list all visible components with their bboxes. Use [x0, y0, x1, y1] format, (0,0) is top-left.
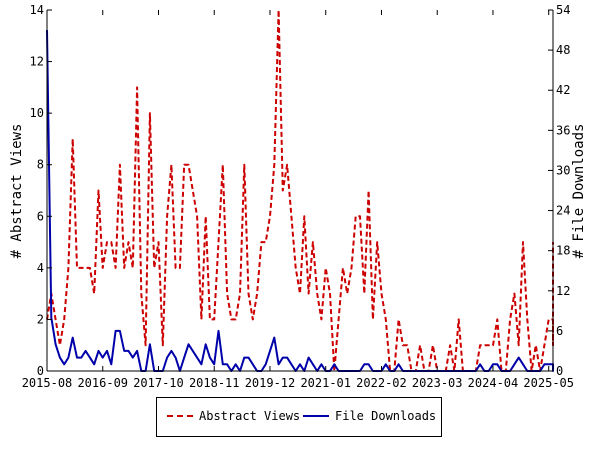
- x-tick-label: 2019-12: [245, 376, 296, 390]
- left-tick-label: 6: [37, 209, 44, 223]
- x-tick-label: 2022-02: [356, 376, 407, 390]
- y-axis-title-right: # File Downloads: [571, 124, 587, 259]
- left-tick-label: 12: [30, 55, 44, 69]
- x-tick-label: 2024-04: [468, 376, 519, 390]
- right-tick-label: 12: [556, 284, 570, 298]
- x-tick-label: 2017-10: [133, 376, 184, 390]
- right-tick-label: 36: [556, 123, 570, 137]
- legend-item-file-downloads: File Downloads: [303, 409, 436, 423]
- right-tick-label: 54: [556, 3, 570, 17]
- right-tick-label: 30: [556, 163, 570, 177]
- x-tick-label: 2023-03: [412, 376, 463, 390]
- left-tick-label: 14: [30, 3, 44, 17]
- left-tick-label: 8: [37, 158, 44, 172]
- x-tick-label: 2025-05: [523, 376, 574, 390]
- y-axis-title-left: # Abstract Views: [9, 124, 25, 259]
- chart-axes: [46, 10, 554, 372]
- legend-swatch-dashed-red: [167, 415, 193, 417]
- chart-legend: Abstract Views File Downloads: [156, 397, 442, 437]
- right-tick-label: 24: [556, 204, 570, 218]
- right-tick-label: 18: [556, 244, 570, 258]
- x-axis-ticks: 2015-08 2016-09 2017-10 2018-11 2019-12 2021-…: [22, 10, 574, 390]
- right-tick-label: 0: [556, 364, 563, 378]
- right-tick-label: 42: [556, 83, 570, 97]
- left-tick-label: 0: [37, 364, 44, 378]
- legend-item-abstract-views: Abstract Views: [167, 409, 300, 423]
- left-tick-label: 2: [37, 312, 44, 326]
- right-tick-label: 48: [556, 43, 570, 57]
- left-tick-label: 10: [30, 106, 44, 120]
- left-axis-ticks: 0 2 4 6 8 10 12 14: [30, 3, 52, 378]
- x-tick-label: 2015-08: [22, 376, 73, 390]
- left-tick-label: 4: [37, 261, 44, 275]
- plot-marks: [46, 9, 554, 372]
- x-tick-label: 2021-01: [300, 376, 351, 390]
- series-line-abstract-views: [46, 9, 554, 372]
- series-line-file-downloads: [46, 30, 554, 372]
- right-tick-label: 6: [556, 324, 563, 338]
- legend-label-file-downloads: File Downloads: [335, 409, 437, 423]
- x-tick-label: 2016-09: [77, 376, 128, 390]
- legend-label-abstract-views: Abstract Views: [199, 409, 301, 423]
- legend-swatch-solid-blue: [303, 415, 329, 417]
- right-axis-ticks: 0 6 12 18 24 30 36 42 48 54: [548, 3, 570, 378]
- x-tick-label: 2018-11: [189, 376, 240, 390]
